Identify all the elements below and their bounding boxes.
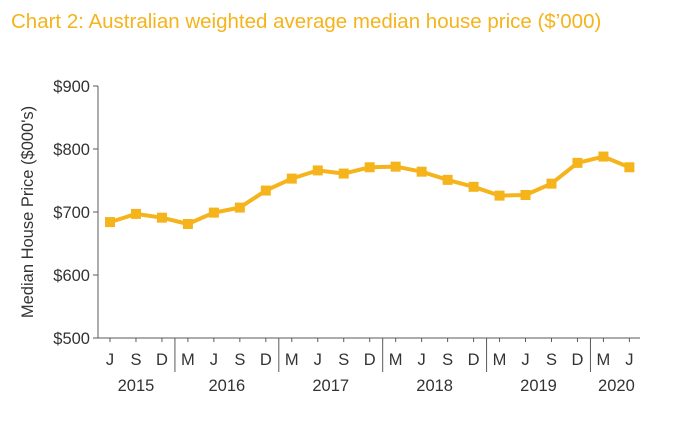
x-tick-label: M (493, 351, 507, 369)
x-tick-label: D (571, 351, 583, 369)
data-point (234, 202, 245, 213)
y-axis: $500 $600 $700 $800 $900 (53, 78, 99, 348)
y-tick-label: $600 (53, 267, 90, 285)
data-point (624, 162, 635, 173)
year-label: 2016 (209, 377, 246, 395)
x-tick-label: S (442, 351, 453, 369)
year-label: 2018 (416, 377, 453, 395)
data-point (468, 181, 479, 192)
data-point (260, 185, 271, 196)
x-tick-label: J (210, 351, 218, 369)
x-tick-label: S (130, 351, 141, 369)
x-tick-label: D (156, 351, 168, 369)
data-point (105, 217, 115, 228)
year-label: 2015 (118, 377, 155, 395)
y-tick-label: $700 (53, 204, 90, 222)
x-tick-label: J (106, 351, 114, 369)
y-axis-label: Median House Price ($000's) (19, 106, 37, 318)
x-tick-label: J (418, 351, 426, 369)
data-point (390, 161, 401, 172)
x-tick-label: S (546, 351, 557, 369)
series-median-house-price (105, 151, 635, 229)
data-point (130, 208, 141, 219)
data-point (312, 165, 323, 176)
x-tick-label: D (468, 351, 480, 369)
data-point (546, 178, 557, 189)
data-point (598, 151, 609, 162)
x-tick-label: M (285, 351, 299, 369)
x-tick-label: J (521, 351, 529, 369)
data-point (208, 207, 219, 218)
data-point (156, 212, 167, 223)
data-point (286, 173, 297, 184)
data-point (520, 189, 531, 200)
x-tick-label: M (181, 351, 195, 369)
data-point (416, 166, 427, 177)
x-tick-label: J (314, 351, 322, 369)
x-tick-label: D (364, 351, 376, 369)
data-point (182, 218, 193, 229)
data-point (364, 162, 375, 173)
y-tick-label: $800 (53, 141, 90, 159)
data-point (494, 190, 505, 201)
x-tick-label: S (338, 351, 349, 369)
chart-title: Chart 2: Australian weighted average med… (11, 10, 602, 33)
data-point (338, 168, 349, 179)
data-point (572, 157, 583, 168)
year-label: 2020 (598, 377, 635, 395)
x-tick-label: J (625, 351, 633, 369)
data-point (442, 174, 453, 185)
y-tick-label: $500 (53, 330, 90, 348)
year-label: 2017 (312, 377, 349, 395)
x-tick-label: D (260, 351, 272, 369)
y-tick-label: $900 (53, 78, 90, 96)
x-tick-label: S (234, 351, 245, 369)
year-label: 2019 (520, 377, 557, 395)
x-tick-label: M (389, 351, 403, 369)
x-tick-label: M (597, 351, 611, 369)
